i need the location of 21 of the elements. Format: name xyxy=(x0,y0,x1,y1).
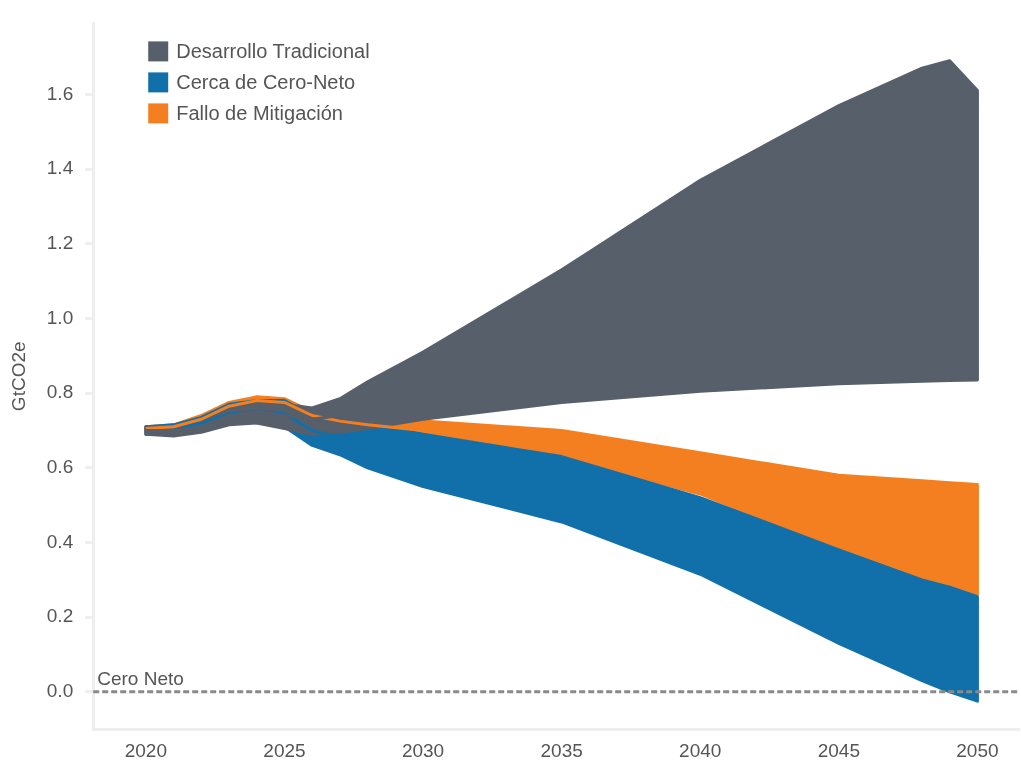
y-tick-label: 1.4 xyxy=(46,157,74,179)
y-axis-title: GtCO2e xyxy=(7,341,29,412)
legend-label: Cerca de Cero-Neto xyxy=(176,70,356,93)
y-tick-label: 0.0 xyxy=(46,680,74,702)
y-tick-label: 0.6 xyxy=(46,456,74,478)
ref-line-label: Cero Neto xyxy=(97,667,184,689)
x-tick-label: 2050 xyxy=(956,739,999,761)
y-tick-label: 0.8 xyxy=(46,381,74,403)
legend-label: Desarrollo Tradicional xyxy=(176,39,370,62)
y-tick-label: 1.0 xyxy=(46,306,74,328)
x-tick-label: 2025 xyxy=(263,739,306,761)
x-tick-label: 2030 xyxy=(401,739,445,761)
x-tick-label: 2035 xyxy=(540,739,583,761)
x-tick-label: 2040 xyxy=(679,739,722,761)
legend-label: Fallo de Mitigación xyxy=(176,101,343,124)
y-tick-label: 1.6 xyxy=(46,82,74,104)
x-tick-label: 2045 xyxy=(817,739,860,761)
y-tick-label: 0.4 xyxy=(46,530,74,552)
x-tick-label: 2020 xyxy=(124,739,168,761)
y-tick-label: 0.2 xyxy=(46,605,74,627)
y-tick-label: 1.2 xyxy=(46,231,74,253)
